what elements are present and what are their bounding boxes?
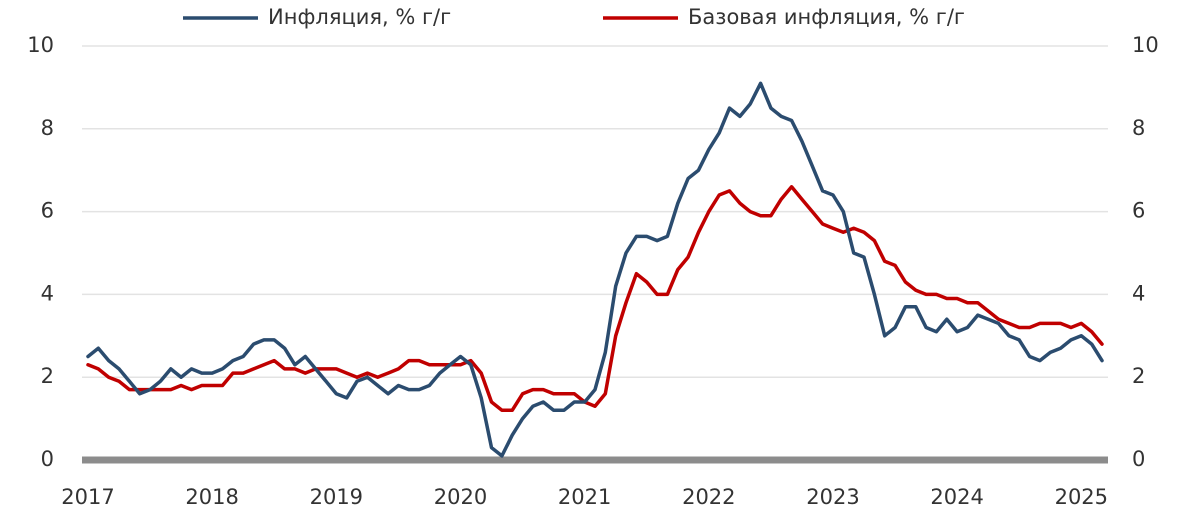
legend-label: Базовая инфляция, % г/г — [688, 5, 965, 29]
x-tick-label: 2019 — [310, 485, 363, 509]
y-tick-label: 0 — [41, 447, 54, 471]
x-tick-label: 2017 — [61, 485, 114, 509]
y2-tick-label: 2 — [1132, 364, 1145, 388]
legend-label: Инфляция, % г/г — [268, 5, 451, 29]
y2-tick-label: 8 — [1132, 116, 1145, 140]
y2-tick-label: 4 — [1132, 281, 1145, 305]
x-tick-label: 2021 — [558, 485, 611, 509]
x-tick-label: 2023 — [806, 485, 859, 509]
x-tick-label: 2018 — [185, 485, 238, 509]
y-tick-label: 8 — [41, 116, 54, 140]
y2-tick-label: 10 — [1132, 33, 1159, 57]
x-tick-label: 2022 — [682, 485, 735, 509]
y2-tick-label: 6 — [1132, 199, 1145, 223]
series-line — [86, 185, 1104, 413]
y-tick-label: 6 — [41, 199, 54, 223]
y2-tick-label: 0 — [1132, 447, 1145, 471]
y-tick-label: 4 — [41, 281, 54, 305]
x-tick-label: 2025 — [1055, 485, 1108, 509]
x-tick-label: 2020 — [434, 485, 487, 509]
x-tick-label: 2024 — [930, 485, 983, 509]
y-tick-label: 10 — [27, 33, 54, 57]
y-tick-label: 2 — [41, 364, 54, 388]
series-line — [86, 81, 1104, 458]
